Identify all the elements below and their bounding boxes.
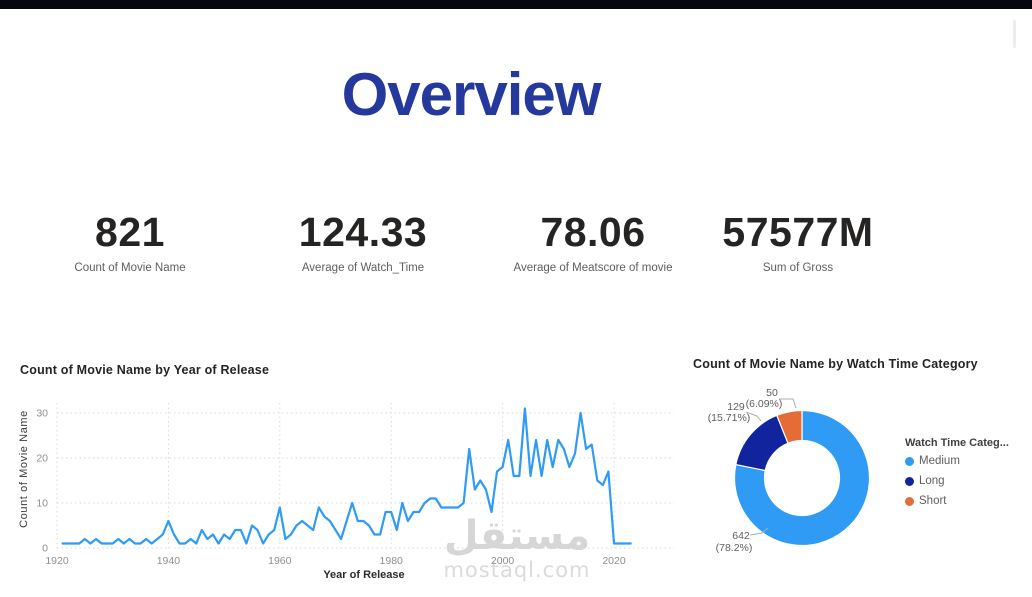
legend-label: Medium: [919, 455, 960, 467]
scrollbar-thumb[interactable]: [1013, 20, 1016, 48]
x-tick-label: 2000: [491, 555, 515, 567]
callout-leader-line: [749, 527, 769, 536]
kpi-value: 78.06: [540, 209, 646, 255]
top-accent-bar: [0, 0, 1032, 9]
callout-value: 642: [732, 530, 750, 542]
x-tick-label: 1920: [45, 555, 69, 567]
donut-chart-title: Count of Movie Name by Watch Time Catego…: [693, 357, 978, 371]
y-tick-label: 30: [36, 408, 48, 420]
x-tick-label: 2020: [602, 555, 626, 567]
x-tick-label: 1980: [380, 555, 404, 567]
kpi-card-sum-of-gross[interactable]: 57577M Sum of Gross: [678, 209, 918, 275]
callout-value: 129: [727, 401, 745, 413]
kpi-label: Average of Watch_Time: [301, 262, 425, 275]
kpi-card-average-watch-time[interactable]: 124.33 Average of Watch_Time: [243, 209, 483, 275]
x-axis-title: Year of Release: [323, 569, 404, 581]
kpi-label: Average of Meatscore of movie: [513, 262, 673, 275]
kpi-card-average-meatscore[interactable]: 78.06 Average of Meatscore of movie: [473, 209, 713, 275]
callout-percent: (78.2%): [716, 542, 753, 554]
legend-item-medium[interactable]: Medium: [905, 455, 1009, 467]
donut-chart[interactable]: 642(78.2%) 129(15.71%) 50(6.09%): [693, 378, 903, 563]
legend-label: Short: [919, 495, 947, 507]
donut-slice-medium[interactable]: [733, 409, 871, 547]
kpi-value: 124.33: [298, 209, 428, 255]
kpi-card-count-of-movie-name[interactable]: 821 Count of Movie Name: [10, 209, 250, 275]
kpi-label: Count of Movie Name: [74, 262, 186, 275]
callout-leader-line: [745, 411, 762, 422]
y-tick-label: 20: [36, 453, 48, 465]
x-tick-label: 1960: [268, 555, 292, 567]
page-title: Overview: [341, 61, 602, 128]
callout-value: 50: [766, 387, 778, 399]
donut-legend: Watch Time Categ... Medium Long Short: [905, 437, 1009, 515]
y-tick-label: 10: [36, 498, 48, 510]
kpi-label: Sum of Gross: [762, 262, 834, 275]
callout-leader-line: [779, 398, 797, 409]
x-tick-label: 1940: [157, 555, 181, 567]
legend-dot-long-icon: [905, 476, 914, 486]
line-chart-title: Count of Movie Name by Year of Release: [20, 363, 270, 377]
callout-percent: (6.09%): [746, 398, 783, 410]
legend-dot-short-icon: [905, 496, 914, 506]
legend-item-short[interactable]: Short: [905, 495, 1009, 507]
legend-title: Watch Time Categ...: [905, 437, 1009, 449]
kpi-value: 821: [95, 209, 165, 255]
legend-label: Long: [919, 475, 945, 487]
line-chart[interactable]: 0 10 20 30 1920 1940 1960 1980 2000 2020 Count of …: [0, 382, 692, 594]
y-axis-title: Count of Movie Name: [18, 410, 30, 528]
callout-percent: (15.71%): [708, 412, 751, 424]
legend-dot-medium-icon: [905, 456, 914, 466]
y-tick-label: 0: [42, 543, 48, 555]
legend-item-long[interactable]: Long: [905, 475, 1009, 487]
donut-slice-short[interactable]: [776, 409, 803, 444]
kpi-value: 57577M: [722, 209, 874, 255]
line-series[interactable]: [61, 407, 632, 545]
